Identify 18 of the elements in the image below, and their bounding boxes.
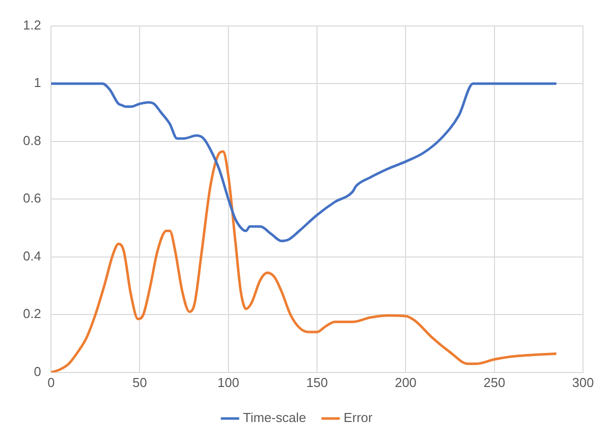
legend-label: Time-scale	[243, 410, 306, 426]
x-tick-label: 50	[132, 374, 147, 390]
x-tick-label: 100	[218, 374, 240, 390]
y-tick-label: 1	[34, 75, 42, 90]
x-tick-label: 300	[572, 374, 594, 390]
legend-label: Error	[344, 410, 374, 426]
y-tick-label: 0.8	[22, 132, 42, 148]
y-tick-label: 1.2	[22, 17, 42, 32]
y-tick-label: 0.4	[22, 248, 42, 264]
x-tick-label: 250	[483, 374, 506, 390]
x-tick-label: 0	[47, 374, 55, 390]
y-tick-label: 0.6	[22, 190, 42, 206]
y-tick-label: 0	[34, 364, 42, 379]
x-tick-label: 200	[394, 374, 417, 390]
y-tick-label: 0.2	[22, 306, 42, 322]
line-series	[51, 150, 558, 372]
x-tick-label: 150	[306, 374, 328, 390]
line-series	[51, 82, 558, 242]
